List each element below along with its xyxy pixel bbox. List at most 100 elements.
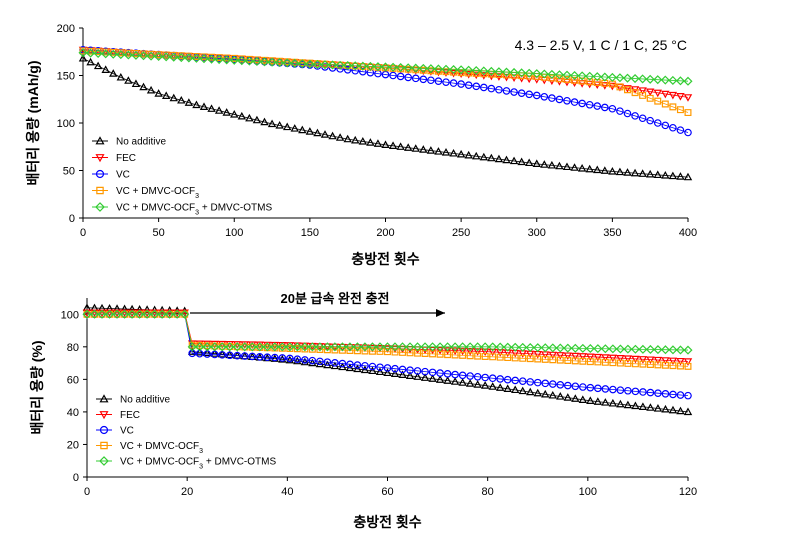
data-point <box>368 366 377 375</box>
data-point <box>631 112 639 120</box>
y-tick-label: 80 <box>67 342 79 354</box>
legend-item: VC <box>96 426 134 437</box>
data-point <box>199 54 209 64</box>
data-point <box>404 73 412 82</box>
data-point <box>586 383 595 392</box>
data-point <box>343 60 353 71</box>
data-point <box>683 94 693 102</box>
data-point <box>556 392 565 400</box>
data-point <box>449 148 458 157</box>
data-point <box>93 48 103 58</box>
data-point <box>585 100 594 109</box>
data-point <box>684 128 692 137</box>
data-point <box>444 351 452 359</box>
data-point <box>526 378 535 386</box>
x-tick-label: 200 <box>376 227 394 239</box>
data-point <box>601 354 610 362</box>
legend-item: VC + DMVC-OCF3 + DMVC-OTMS <box>96 456 276 470</box>
data-point <box>328 131 337 140</box>
series-3 <box>79 46 692 137</box>
data-point <box>351 66 360 75</box>
data-point <box>638 74 648 84</box>
data-point <box>466 372 474 380</box>
data-point <box>367 342 378 352</box>
data-point <box>285 342 295 352</box>
data-point <box>360 342 370 352</box>
data-point <box>403 143 413 151</box>
data-point <box>683 358 693 366</box>
data-point <box>555 343 565 353</box>
y-axis-label: 배터리 용량 (mAh/g) <box>25 60 41 185</box>
data-point <box>518 377 527 385</box>
data-point <box>191 53 201 63</box>
series-4 <box>83 310 692 370</box>
data-point <box>541 355 549 363</box>
data-point <box>638 344 648 354</box>
data-point <box>390 342 400 352</box>
data-point <box>267 57 277 67</box>
data-point <box>616 386 625 394</box>
data-point <box>517 89 526 97</box>
data-point <box>646 94 654 102</box>
data-point <box>660 75 670 85</box>
data-point <box>450 377 460 385</box>
data-point <box>481 352 489 360</box>
data-point <box>252 115 262 124</box>
data-point <box>436 369 444 377</box>
data-point <box>443 342 453 352</box>
data-point <box>555 161 564 170</box>
data-point <box>375 342 385 352</box>
legend-marker <box>99 411 109 420</box>
data-point <box>82 309 92 319</box>
data-point <box>428 346 437 355</box>
data-point <box>322 342 332 352</box>
data-point <box>578 353 588 361</box>
data-point <box>668 91 678 100</box>
data-point <box>540 92 549 101</box>
series-line <box>87 313 689 397</box>
data-point <box>675 345 686 355</box>
data-point <box>255 352 264 361</box>
data-point <box>240 352 249 360</box>
data-point <box>630 168 640 177</box>
y-axis-label: 배터리 용량 (%) <box>29 341 45 435</box>
data-point <box>375 367 385 376</box>
data-point <box>473 348 482 356</box>
data-point <box>524 68 534 78</box>
data-point <box>389 64 397 72</box>
data-point <box>373 139 383 147</box>
data-point <box>511 354 519 362</box>
data-point <box>86 48 96 58</box>
data-point <box>669 362 677 370</box>
data-point <box>556 352 565 360</box>
legend-marker <box>95 154 105 163</box>
data-point <box>464 71 473 79</box>
data-point <box>661 121 670 130</box>
data-point <box>570 98 579 106</box>
data-point <box>539 69 549 79</box>
data-point <box>465 379 475 387</box>
data-point <box>488 374 497 383</box>
data-point <box>443 376 452 384</box>
legend-marker <box>100 441 108 450</box>
data-point <box>510 88 518 96</box>
data-point <box>616 355 625 363</box>
data-point <box>230 110 239 118</box>
data-point <box>495 342 505 352</box>
data-point <box>245 113 254 122</box>
data-point <box>630 74 640 84</box>
data-point <box>616 359 624 367</box>
data-point <box>525 90 533 99</box>
data-point <box>501 67 512 77</box>
data-point <box>109 69 118 77</box>
data-point <box>112 309 122 319</box>
data-point <box>571 357 579 365</box>
data-point <box>608 104 617 113</box>
data-point <box>653 345 663 355</box>
data-point <box>127 309 137 319</box>
data-point <box>406 366 414 374</box>
data-point <box>389 71 397 80</box>
data-point <box>517 68 527 78</box>
data-point <box>139 82 148 91</box>
data-point <box>214 55 224 65</box>
